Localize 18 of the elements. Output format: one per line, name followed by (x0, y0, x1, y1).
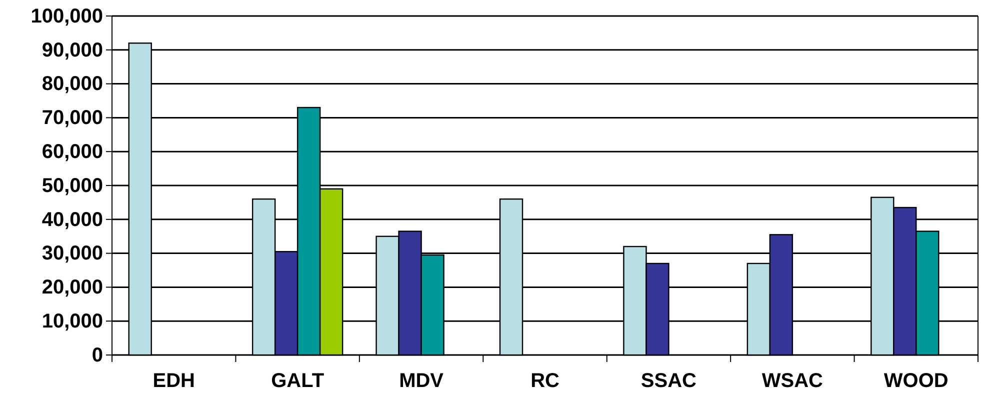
y-tick-label: 100,000 (30, 5, 103, 28)
y-tick-label: 30,000 (42, 242, 103, 265)
x-tick-label: SSAC (640, 370, 697, 392)
y-tick-label: 80,000 (42, 73, 103, 96)
y-tick-label: 40,000 (42, 208, 103, 231)
y-tick-label: 10,000 (42, 310, 103, 332)
x-tick-label: GALT (271, 370, 324, 392)
x-tick-label: WOOD (884, 370, 948, 392)
x-tick-label: WSAC (762, 370, 823, 392)
y-tick-label: 50,000 (42, 174, 103, 197)
y-tick-label: 90,000 (42, 39, 103, 62)
y-tick-label: 0 (92, 344, 103, 366)
y-tick-label: 70,000 (42, 107, 103, 130)
y-tick-label: 60,000 (42, 141, 103, 163)
x-tick-label: RC (530, 370, 560, 392)
x-tick-label: EDH (152, 370, 195, 392)
y-tick-label: 20,000 (42, 276, 103, 299)
x-tick-label: MDV (399, 370, 444, 392)
